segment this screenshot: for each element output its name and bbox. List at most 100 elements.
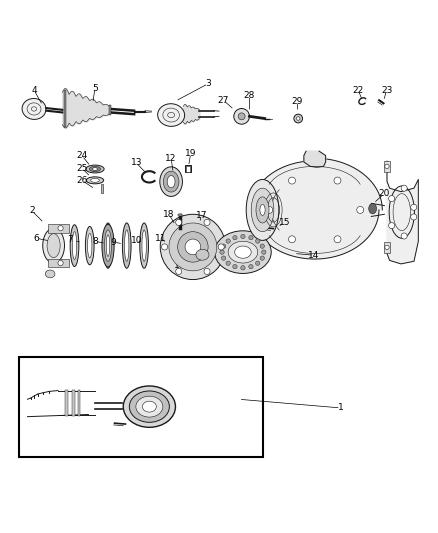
Ellipse shape bbox=[122, 223, 131, 268]
Ellipse shape bbox=[89, 166, 101, 172]
Circle shape bbox=[226, 239, 230, 243]
Text: 19: 19 bbox=[185, 149, 197, 158]
Circle shape bbox=[160, 214, 226, 279]
Circle shape bbox=[249, 264, 253, 269]
Circle shape bbox=[222, 256, 226, 260]
Circle shape bbox=[260, 256, 265, 260]
Circle shape bbox=[411, 214, 417, 220]
Bar bbox=[186, 166, 190, 172]
Ellipse shape bbox=[70, 225, 79, 266]
Circle shape bbox=[334, 177, 341, 184]
Circle shape bbox=[260, 244, 265, 248]
Ellipse shape bbox=[72, 232, 77, 260]
Circle shape bbox=[226, 261, 230, 265]
Bar bbox=[64, 90, 66, 127]
Text: 13: 13 bbox=[131, 158, 142, 167]
Ellipse shape bbox=[104, 223, 113, 268]
Text: 1: 1 bbox=[338, 403, 344, 413]
Ellipse shape bbox=[92, 168, 98, 171]
Circle shape bbox=[294, 114, 303, 123]
Circle shape bbox=[385, 245, 389, 249]
Circle shape bbox=[238, 113, 245, 120]
Text: 16: 16 bbox=[174, 261, 186, 270]
Circle shape bbox=[255, 261, 260, 265]
Circle shape bbox=[176, 269, 182, 274]
Text: 11: 11 bbox=[155, 233, 166, 243]
Circle shape bbox=[289, 236, 296, 243]
Circle shape bbox=[204, 220, 210, 225]
Text: 24: 24 bbox=[76, 151, 88, 160]
Ellipse shape bbox=[129, 391, 170, 422]
Text: 22: 22 bbox=[353, 86, 364, 95]
Text: 28: 28 bbox=[244, 91, 255, 100]
Text: 27: 27 bbox=[218, 96, 229, 105]
Ellipse shape bbox=[215, 231, 271, 273]
Ellipse shape bbox=[142, 401, 156, 412]
Ellipse shape bbox=[88, 233, 92, 258]
Circle shape bbox=[241, 265, 245, 270]
Ellipse shape bbox=[369, 204, 377, 214]
Ellipse shape bbox=[106, 235, 110, 256]
Circle shape bbox=[218, 244, 224, 250]
Text: 25: 25 bbox=[76, 164, 88, 173]
Circle shape bbox=[289, 177, 296, 184]
Ellipse shape bbox=[46, 270, 55, 278]
Text: 5: 5 bbox=[92, 84, 98, 93]
Ellipse shape bbox=[142, 230, 146, 261]
Text: 4: 4 bbox=[31, 86, 37, 95]
Circle shape bbox=[401, 233, 407, 239]
Circle shape bbox=[178, 232, 208, 262]
Ellipse shape bbox=[105, 230, 112, 261]
Text: 17: 17 bbox=[196, 211, 207, 220]
Bar bbox=[384, 161, 391, 172]
Polygon shape bbox=[251, 158, 382, 259]
Ellipse shape bbox=[91, 179, 99, 182]
Ellipse shape bbox=[106, 231, 110, 261]
Text: 2: 2 bbox=[29, 206, 35, 215]
Circle shape bbox=[334, 236, 341, 243]
Circle shape bbox=[357, 206, 364, 213]
Bar bbox=[78, 390, 80, 416]
Text: 3: 3 bbox=[205, 79, 211, 88]
Bar bbox=[178, 214, 182, 216]
Circle shape bbox=[411, 204, 417, 211]
Bar bbox=[48, 259, 69, 268]
Circle shape bbox=[204, 269, 210, 274]
Circle shape bbox=[233, 236, 237, 240]
Ellipse shape bbox=[86, 165, 104, 173]
Ellipse shape bbox=[22, 99, 46, 119]
Bar bbox=[48, 224, 69, 232]
Text: 10: 10 bbox=[131, 236, 142, 245]
Ellipse shape bbox=[158, 104, 184, 126]
Bar bbox=[19, 357, 262, 457]
Ellipse shape bbox=[47, 233, 60, 257]
Text: 15: 15 bbox=[279, 217, 290, 227]
Ellipse shape bbox=[102, 224, 114, 267]
Ellipse shape bbox=[85, 227, 94, 265]
Circle shape bbox=[234, 109, 250, 124]
Circle shape bbox=[241, 235, 245, 239]
Text: 7: 7 bbox=[67, 235, 73, 244]
Ellipse shape bbox=[260, 205, 265, 215]
Circle shape bbox=[58, 225, 63, 231]
Ellipse shape bbox=[86, 177, 104, 184]
Text: 20: 20 bbox=[379, 189, 390, 198]
Text: 26: 26 bbox=[76, 176, 88, 185]
Text: 9: 9 bbox=[111, 238, 117, 247]
Polygon shape bbox=[387, 161, 418, 264]
Circle shape bbox=[389, 223, 395, 229]
Ellipse shape bbox=[124, 230, 129, 261]
Text: 6: 6 bbox=[33, 233, 39, 243]
Circle shape bbox=[266, 206, 273, 213]
Ellipse shape bbox=[136, 396, 163, 417]
Text: 12: 12 bbox=[166, 154, 177, 163]
Text: 29: 29 bbox=[292, 96, 303, 106]
Ellipse shape bbox=[196, 249, 209, 260]
Ellipse shape bbox=[123, 386, 176, 427]
Circle shape bbox=[220, 250, 224, 254]
Ellipse shape bbox=[163, 171, 179, 192]
Bar bbox=[101, 184, 103, 192]
Ellipse shape bbox=[228, 241, 258, 263]
Ellipse shape bbox=[43, 228, 64, 263]
Bar bbox=[72, 390, 74, 416]
